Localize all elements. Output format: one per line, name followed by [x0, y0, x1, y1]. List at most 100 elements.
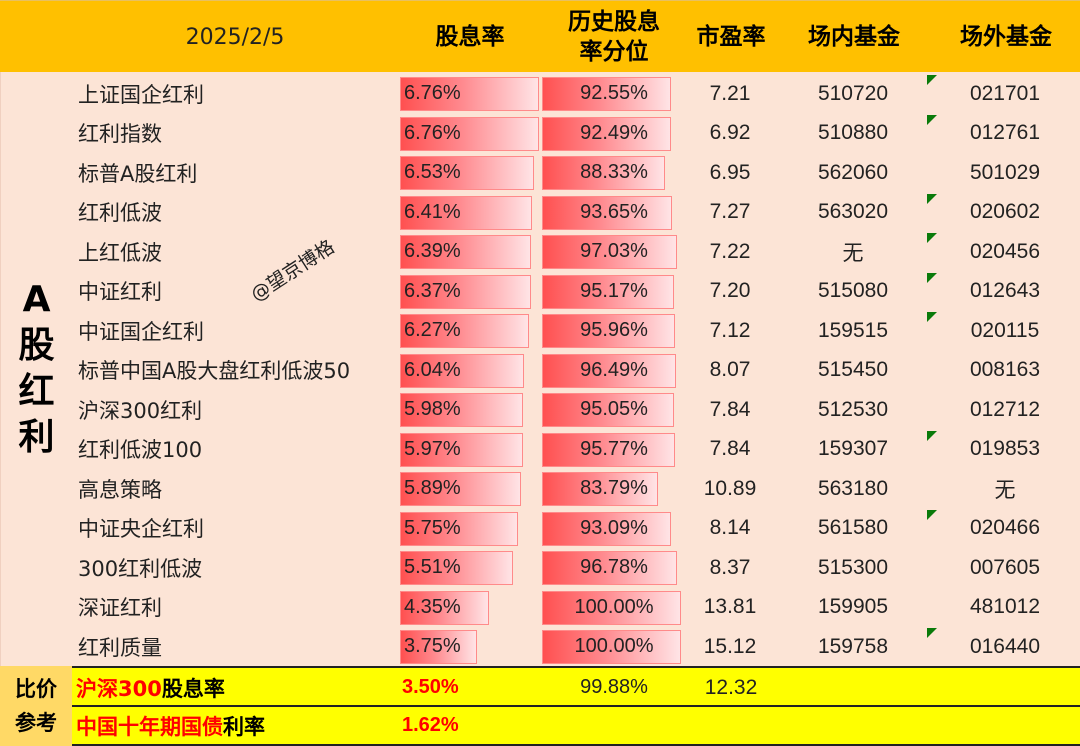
pe-value: 7.84 — [709, 397, 751, 421]
percentile-value: 95.96% — [580, 319, 648, 342]
dividend-yield-value: 3.75% — [404, 635, 461, 658]
index-name: 深证红利 — [78, 596, 162, 621]
category-char: 红 — [18, 371, 55, 412]
comment-marker-icon[interactable] — [927, 312, 937, 322]
comment-marker-icon[interactable] — [927, 628, 937, 638]
onsite-fund-code: 159758 — [817, 634, 889, 658]
offsite-fund-code: 012761 — [969, 121, 1041, 145]
reference-title-black: 利率 — [223, 714, 265, 739]
pe-value: 7.84 — [709, 437, 751, 461]
index-name: 红利质量 — [78, 635, 162, 660]
offsite-fund-code: 501029 — [969, 160, 1041, 184]
reference-title-black: 股息率 — [161, 676, 225, 701]
percentile-bar — [542, 116, 671, 151]
onsite-fund-code: 562060 — [817, 160, 889, 184]
percentile-value: 96.78% — [580, 556, 648, 579]
dividend-yield-value: 6.27% — [404, 319, 461, 342]
date-header: 2025/2/5 — [185, 24, 285, 50]
table-row: 沪深300红利 5.98% 95.05% 7.84 512530 012712 — [72, 390, 1080, 430]
reference-title: 中国十年期国债 利率 — [76, 707, 396, 744]
dividend-yield-value: 6.39% — [404, 240, 461, 263]
table-row: 高息策略 5.89% 83.79% 10.89 563180 无 — [72, 469, 1080, 509]
comment-marker-icon[interactable] — [927, 509, 937, 520]
comment-marker-icon[interactable] — [927, 193, 937, 204]
dividend-yield-bar — [400, 156, 534, 190]
dividend-yield-value: 6.76% — [404, 121, 461, 144]
dividend-yield-bar — [400, 353, 524, 388]
offsite-fund-code: 012712 — [969, 397, 1041, 421]
percentile-bar — [542, 195, 672, 230]
percentile-bar — [542, 77, 671, 111]
index-name: 中证央企红利 — [78, 517, 204, 542]
index-name: 高息策略 — [78, 477, 162, 502]
offsite-fund-code: 007605 — [969, 555, 1041, 579]
table-row: 300红利低波 5.51% 96.78% 8.37 515300 007605 — [72, 548, 1080, 588]
dividend-yield-bar — [400, 116, 539, 151]
table-row: 红利质量 3.75% 100.00% 15.12 159758 016440 — [72, 627, 1080, 667]
pe-value: 10.89 — [703, 476, 757, 500]
offsite-fund-code: 016440 — [969, 634, 1041, 658]
table-row: 中证央企红利 5.75% 93.09% 8.14 561580 020466 — [72, 509, 1080, 549]
pe-value: 7.27 — [709, 200, 751, 224]
comment-marker-icon[interactable] — [927, 114, 937, 125]
pe-value: 8.37 — [709, 555, 751, 579]
pe-value: 7.21 — [709, 81, 751, 105]
dividend-yield-value: 5.89% — [404, 477, 461, 500]
index-name: 上证国企红利 — [78, 82, 204, 107]
reference-title-red: 中国十年期国债 — [76, 714, 223, 739]
dividend-yield-bar — [400, 472, 521, 506]
dividend-yield-value: 6.53% — [404, 161, 461, 184]
pe-value: 7.22 — [709, 239, 751, 263]
index-name: 红利低波100 — [78, 438, 203, 463]
hist-percentile-header-line1: 历史股息 — [568, 9, 660, 35]
dividend-yield-value: 5.75% — [404, 516, 461, 539]
dividend-yield-bar — [400, 511, 518, 546]
percentile-bar — [542, 393, 674, 427]
reference-pe: 12.32 — [704, 675, 758, 699]
offsite-fund-code: 020456 — [969, 239, 1041, 263]
reference-row-bond: 中国十年期国债 利率 1.62% — [72, 705, 1080, 746]
onsite-fund-code: 563020 — [817, 200, 889, 224]
index-name: 红利指数 — [78, 122, 162, 147]
table-row: 深证红利 4.35% 100.00% 13.81 159905 481012 — [72, 588, 1080, 628]
table-row: 红利低波 6.41% 93.65% 7.27 563020 020602 — [72, 193, 1080, 233]
comment-marker-icon[interactable] — [927, 75, 937, 85]
dividend-yield-bar — [400, 235, 531, 269]
percentile-value: 92.49% — [580, 121, 648, 144]
pe-value: 6.95 — [709, 160, 751, 184]
dividend-yield-value: 5.51% — [404, 556, 461, 579]
onsite-fund-code: 无 — [842, 241, 864, 265]
dividend-yield-value: 6.04% — [404, 358, 461, 381]
onsite-fund-header: 场内基金 — [808, 24, 900, 50]
table-header: 2025/2/5 股息率 历史股息 率分位 市盈率 场内基金 场外基金 — [0, 0, 1080, 72]
comment-marker-icon[interactable] — [927, 272, 937, 283]
index-name: 红利低波 — [78, 201, 162, 226]
index-name: 标普中国A股大盘红利低波50 — [78, 359, 351, 384]
hist-percentile-header: 历史股息 率分位 — [542, 1, 686, 73]
comment-marker-icon[interactable] — [927, 233, 937, 243]
onsite-fund-code: 510880 — [817, 121, 889, 145]
dividend-yield-bar — [400, 551, 513, 585]
comment-marker-icon[interactable] — [927, 430, 937, 441]
pe-value: 8.14 — [709, 516, 751, 540]
table-row: 标普中国A股大盘红利低波50 6.04% 96.49% 8.07 515450 … — [72, 351, 1080, 391]
reference-percentile: 99.88% — [580, 676, 648, 698]
percentile-bar — [542, 630, 681, 664]
onsite-fund-code: 512530 — [817, 397, 889, 421]
pe-value: 7.20 — [709, 279, 751, 303]
percentile-value: 100.00% — [574, 595, 654, 618]
table-row: 红利指数 6.76% 92.49% 6.92 510880 012761 — [72, 114, 1080, 154]
offsite-fund-code: 020115 — [970, 318, 1040, 342]
table-row: 中证国企红利 6.27% 95.96% 7.12 159515 020115 — [72, 311, 1080, 351]
onsite-fund-code: 159905 — [817, 595, 889, 619]
dividend-yield-value: 6.76% — [404, 82, 461, 105]
dividend-yield-value: 5.98% — [404, 398, 461, 421]
percentile-bar — [542, 156, 665, 190]
index-name: 标普A股红利 — [78, 161, 198, 186]
onsite-fund-code: 563180 — [817, 476, 889, 500]
pe-value: 6.92 — [709, 121, 751, 145]
percentile-bar — [542, 590, 681, 625]
percentile-value: 83.79% — [580, 477, 648, 500]
dividend-yield-value: 6.37% — [404, 279, 461, 302]
percentile-bar — [542, 551, 677, 585]
